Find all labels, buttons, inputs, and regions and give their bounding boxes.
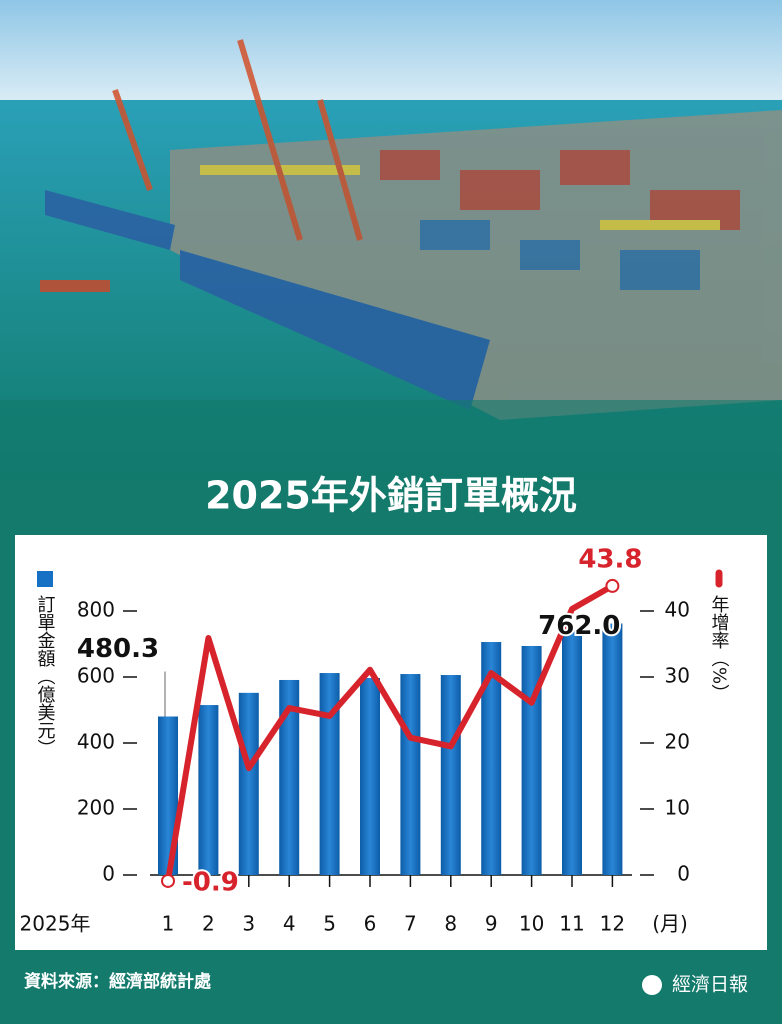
x-tick-label: 9	[485, 912, 498, 936]
bar	[400, 674, 421, 875]
bar	[198, 705, 219, 875]
bar	[602, 623, 623, 875]
x-axis-label: (月)	[652, 912, 688, 936]
x-tick-label: 12	[600, 912, 625, 936]
point-marker	[161, 873, 175, 888]
data-label: 480.3	[77, 634, 159, 664]
x-tick-label: 1	[162, 912, 175, 936]
brand-logo	[642, 975, 662, 995]
y-tick-label: 800	[77, 598, 115, 622]
brand: 經濟日報	[672, 974, 748, 996]
line	[165, 583, 614, 882]
x-tick-label: 7	[404, 912, 417, 936]
data-label: -0.9	[182, 867, 239, 897]
chart-title: 2025年外銷訂單概況	[205, 474, 577, 518]
y-tick-label: 400	[77, 730, 115, 754]
x-tick-label: 8	[444, 912, 457, 936]
bar	[319, 673, 340, 875]
bar	[521, 645, 542, 875]
x-tick-label: 4	[283, 912, 296, 936]
bar	[481, 642, 502, 875]
fade	[0, 400, 782, 480]
y-tick-label: 200	[77, 796, 115, 820]
x-tick-label: 11	[559, 912, 584, 936]
source: 資料來源：經濟部統計處	[24, 971, 212, 992]
bar	[279, 679, 300, 875]
y2-tick-label: 10	[665, 796, 690, 820]
legend-label: 年增率（%）	[709, 595, 730, 702]
bar	[360, 677, 380, 875]
data-label: 762.0	[538, 611, 620, 641]
x-tick-label: 2	[202, 912, 215, 936]
point-marker	[605, 578, 620, 593]
y2-tick-label: 0	[677, 862, 690, 886]
y-tick-label: 600	[77, 664, 115, 688]
bar	[440, 675, 461, 875]
legend-label: 訂單金額（億美元）	[35, 595, 56, 757]
x-tick-label: 10	[519, 912, 544, 936]
legend-swatch	[37, 571, 53, 587]
sky	[0, 0, 782, 100]
y2-tick-label: 20	[665, 730, 690, 754]
x-tick-label: 3	[242, 912, 255, 936]
bar	[238, 692, 259, 875]
x-tick-label: 6	[364, 912, 377, 936]
y2-tick-label: 40	[665, 598, 690, 622]
data-label: 43.8	[578, 544, 642, 574]
bar	[562, 631, 582, 875]
x-tick-label: 5	[323, 912, 336, 936]
y2-tick-label: 30	[665, 664, 690, 688]
y-tick-label: 0	[102, 862, 115, 886]
port-illustration	[40, 39, 782, 420]
year-label: 2025年	[20, 912, 91, 936]
